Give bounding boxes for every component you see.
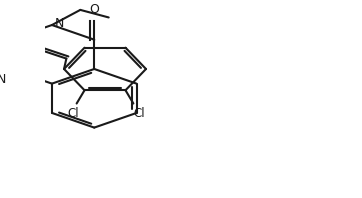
Text: N: N: [0, 73, 7, 86]
Text: Cl: Cl: [134, 107, 146, 120]
Text: Cl: Cl: [68, 107, 79, 120]
Text: O: O: [89, 3, 99, 16]
Text: N: N: [55, 17, 64, 30]
